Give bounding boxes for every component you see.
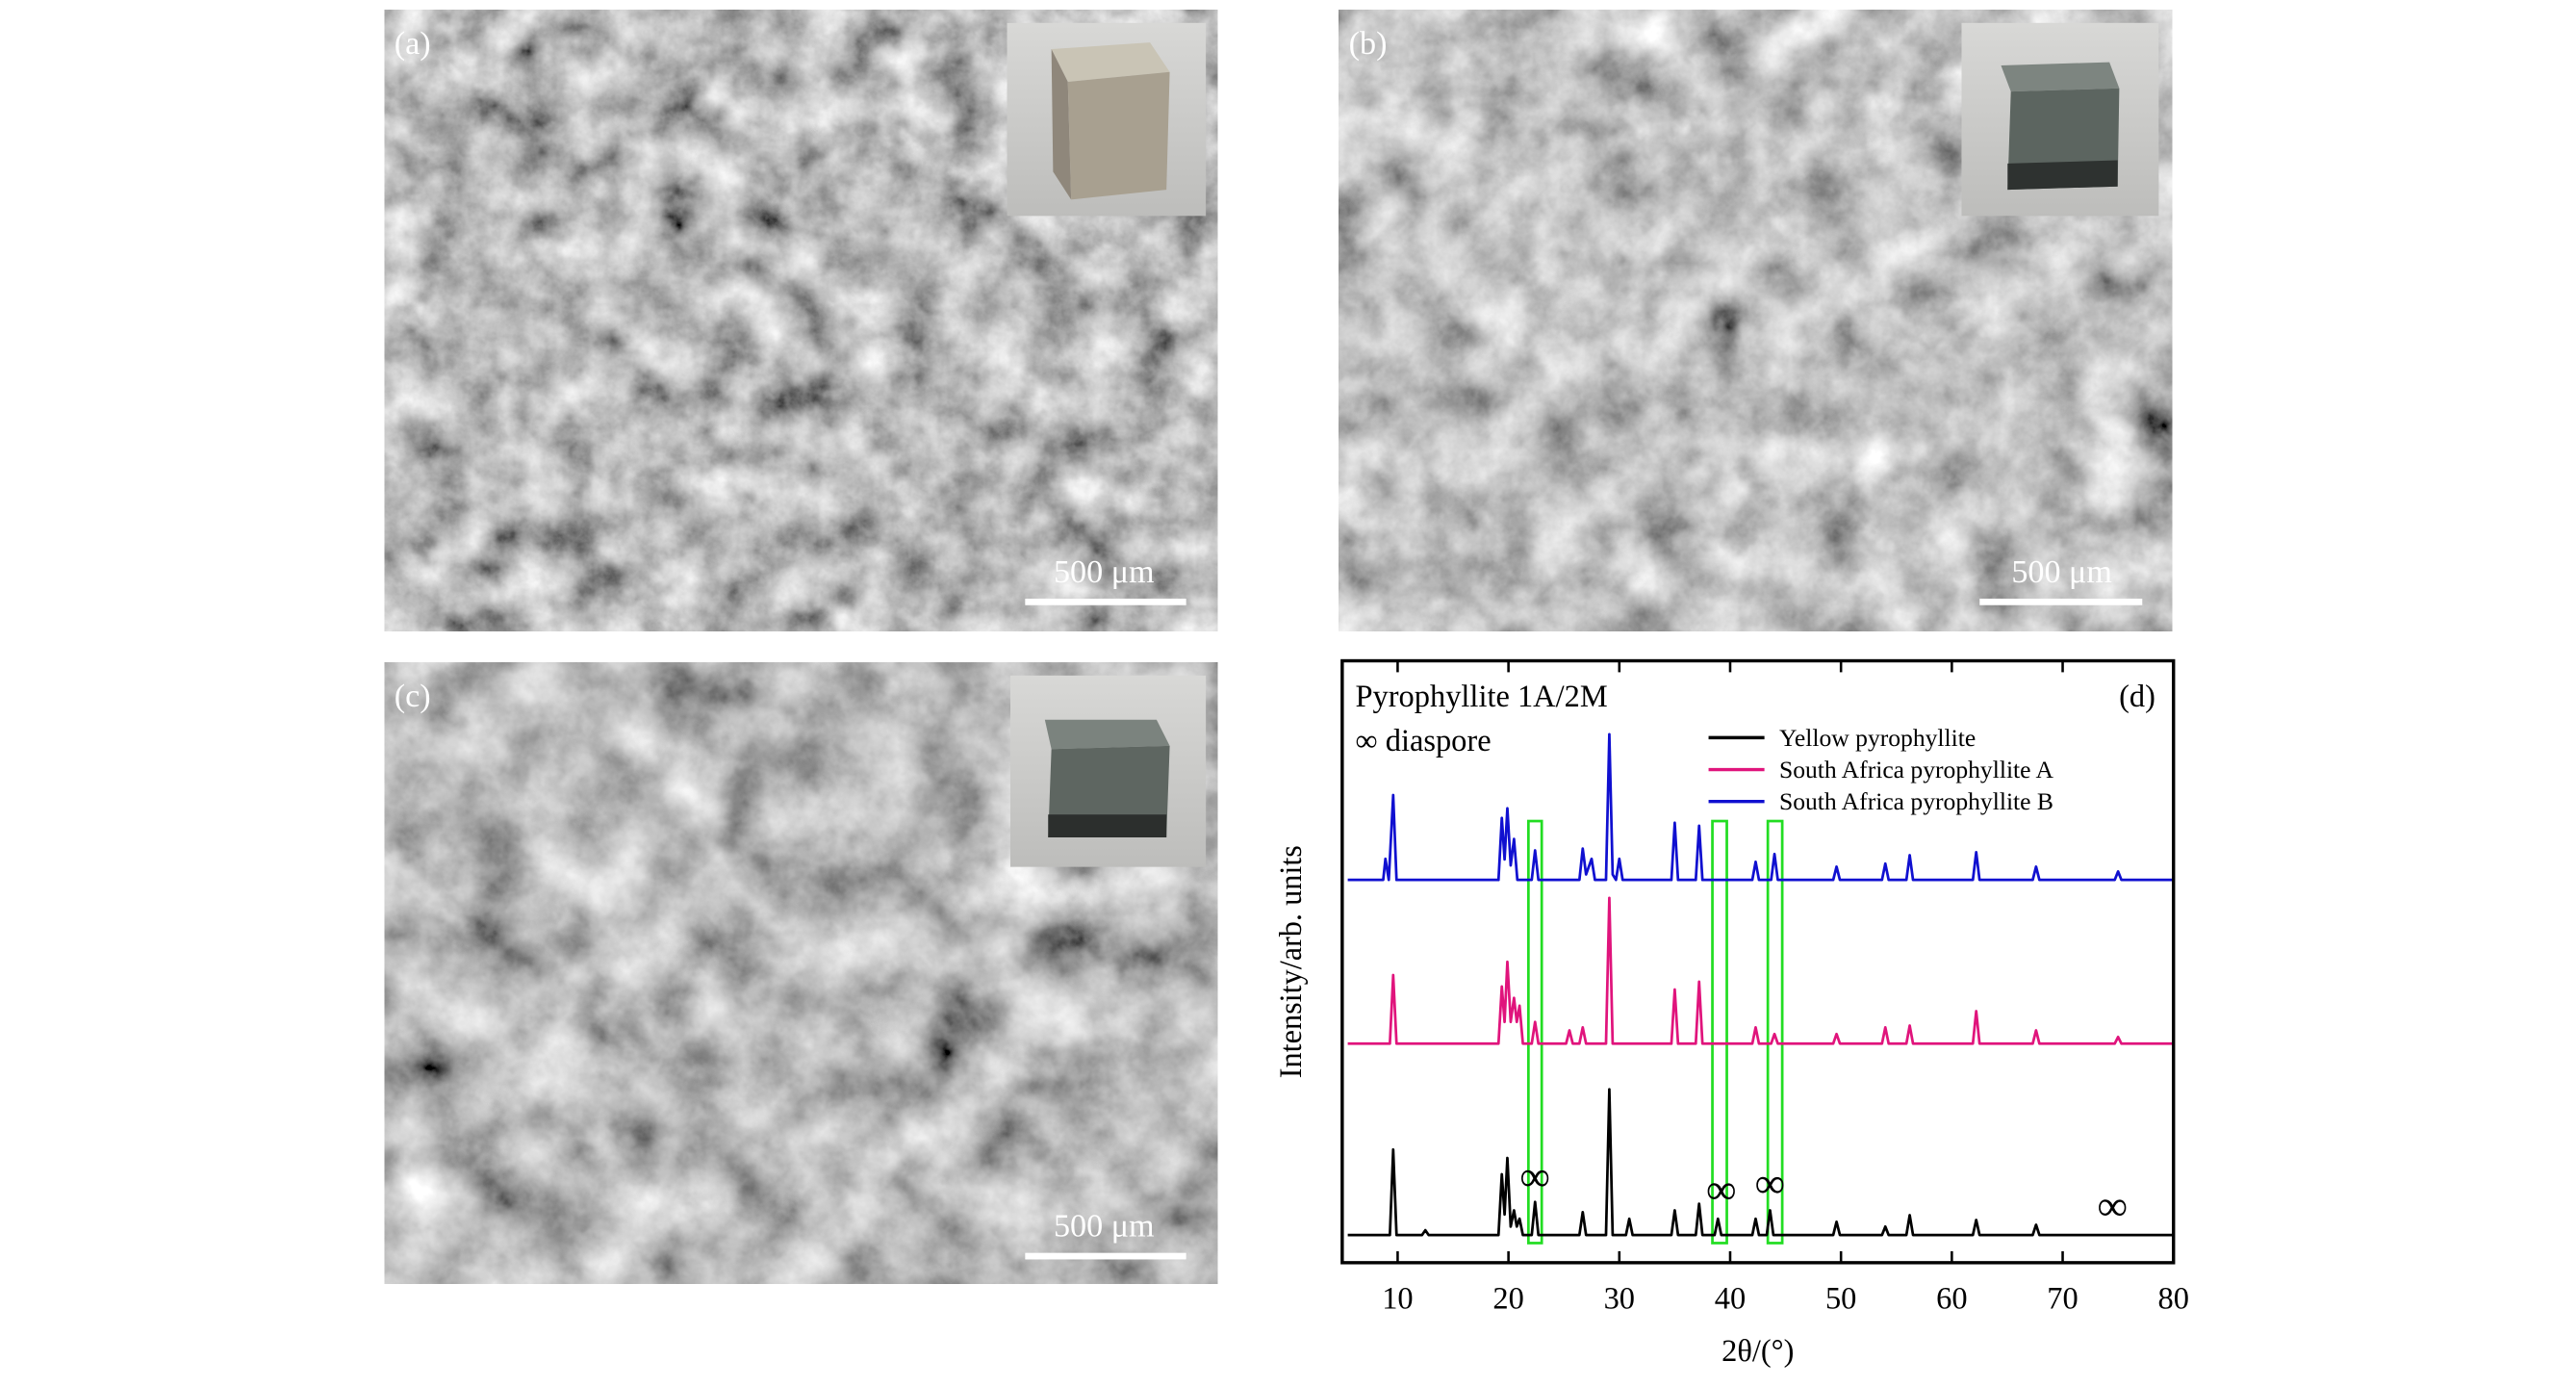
sem-panel-b: (b) 500 μm <box>1339 10 2173 631</box>
x-tick-label: 20 <box>1492 1281 1523 1316</box>
x-tick-label: 30 <box>1604 1281 1635 1316</box>
highlight-band <box>1526 819 1543 1245</box>
diaspore-marker: ∞ <box>2098 1183 2129 1230</box>
scale-bar <box>1025 598 1186 605</box>
cube-front <box>1067 71 1170 200</box>
x-tick-label: 10 <box>1382 1281 1413 1316</box>
panel-label: (c) <box>395 679 431 714</box>
panel-label: (d) <box>2119 679 2155 713</box>
scale-bar-label: 500 μm <box>1054 1209 1155 1245</box>
x-tick-label: 70 <box>2047 1281 2078 1316</box>
xrd-chart: Pyrophyllite 1A/2M ∞ diaspore (d) 2θ/(°)… <box>1273 658 2189 1368</box>
cube-top <box>1051 42 1170 82</box>
scale-bar <box>1979 598 2143 605</box>
x-axis-label: 2θ/(°) <box>1722 1333 1794 1368</box>
plot-frame <box>1340 658 2176 1265</box>
x-tick-label: 50 <box>1825 1281 1856 1316</box>
cube-side <box>1051 48 1072 200</box>
cube-top <box>2001 62 2120 92</box>
chart-title: Pyrophyllite 1A/2M <box>1355 679 1607 713</box>
panel-label: (b) <box>1349 26 1388 62</box>
scale-bar-label: 500 μm <box>1054 554 1155 590</box>
panel-label: (a) <box>395 26 431 62</box>
legend-label: South Africa pyrophyllite A <box>1779 756 2054 783</box>
x-tick-label: 40 <box>1715 1281 1746 1316</box>
cube-base <box>1048 814 1167 838</box>
chart-subtitle: ∞ diaspore <box>1355 723 1491 758</box>
scale-bar <box>1025 1252 1186 1260</box>
sem-panel-c: (c) 500 μm <box>384 662 1218 1284</box>
xrd-line <box>1347 896 2174 1045</box>
cube-top <box>1044 719 1170 750</box>
scale-bar-label: 500 μm <box>2011 554 2112 590</box>
x-tick-label: 80 <box>2158 1281 2189 1316</box>
xrd-line <box>1347 1088 2174 1237</box>
highlight-band <box>1766 819 1784 1245</box>
cube-base <box>2007 160 2118 191</box>
diaspore-marker: ∞ <box>1755 1160 1786 1207</box>
sem-panel-a: (a) 500 μm <box>384 10 1218 631</box>
xrd-line <box>1347 732 2174 882</box>
legend-label: Yellow pyrophyllite <box>1779 724 1976 752</box>
x-tick-label: 60 <box>1936 1281 1967 1316</box>
highlight-band <box>1711 819 1728 1245</box>
diaspore-marker: ∞ <box>1519 1153 1550 1200</box>
legend-label: South Africa pyrophyllite B <box>1779 787 2053 815</box>
y-axis-label: Intensity/arb. units <box>1273 845 1308 1078</box>
diaspore-marker: ∞ <box>1706 1167 1737 1214</box>
